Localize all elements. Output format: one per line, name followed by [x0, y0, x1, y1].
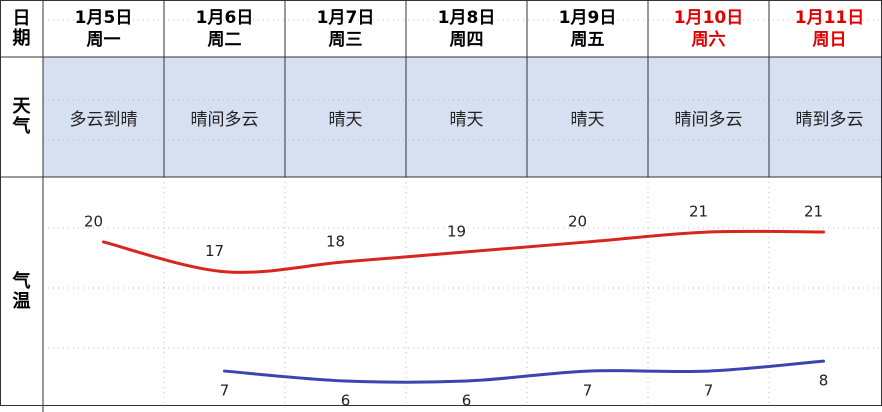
date: 1月9日 — [558, 7, 617, 28]
weather: 晴间多云 — [190, 109, 259, 130]
weather-cell: 晴天 — [285, 57, 406, 177]
weather: 多云到晴 — [69, 109, 138, 130]
day-cell: 1月5日 周一 — [43, 0, 164, 57]
weather-label: 天气 — [12, 96, 31, 137]
weekday: 周一 — [86, 29, 121, 50]
header-label: 日期 — [12, 7, 31, 49]
weather-band — [43, 57, 882, 177]
data-label: 7 — [704, 382, 714, 400]
data-label: 20 — [568, 212, 587, 230]
temp-label: 气温 — [12, 271, 31, 312]
weekday: 周三 — [328, 29, 363, 50]
label-cell: 天气 — [0, 57, 43, 177]
day-cell: 1月7日 周三 — [285, 0, 406, 57]
weather-cell: 晴间多云 — [164, 57, 285, 177]
data-label: 17 — [205, 242, 224, 260]
temp-line — [102, 229, 825, 274]
day-cell: 1月9日 周五 — [527, 0, 648, 57]
weather-cell: 晴间多云 — [648, 57, 769, 177]
weather: 晴到多云 — [795, 109, 864, 130]
weekday: 周日 — [812, 29, 847, 50]
day-cell: 1月6日 周二 — [164, 0, 285, 57]
data-label: 19 — [447, 222, 466, 240]
date: 1月8日 — [437, 7, 496, 28]
weekday: 周六 — [691, 29, 726, 50]
data-label: 6 — [462, 392, 472, 410]
day-cell: 1月11日 周日 — [769, 0, 882, 57]
weather: 晴天 — [449, 109, 484, 130]
date: 1月11日 — [794, 7, 865, 28]
data-label: 18 — [326, 232, 345, 250]
data-label: 6 — [341, 392, 351, 410]
header-cell: 日期 — [0, 0, 43, 57]
temp-line — [223, 359, 825, 384]
weather-cell: 晴天 — [406, 57, 527, 177]
label-cell: 气温 — [0, 177, 43, 407]
weekday: 周五 — [570, 29, 605, 50]
weather: 晴间多云 — [674, 109, 743, 130]
date: 1月7日 — [316, 7, 375, 28]
day-cell: 1月10日 周六 — [648, 0, 769, 57]
date: 1月5日 — [74, 7, 133, 28]
weekday: 周二 — [207, 29, 242, 50]
weather: 晴天 — [328, 109, 363, 130]
weather-cell: 多云到晴 — [43, 57, 164, 177]
data-label: 21 — [689, 203, 708, 221]
data-label: 20 — [84, 212, 103, 230]
data-label: 7 — [220, 382, 230, 400]
data-label: 8 — [819, 372, 829, 390]
date: 1月6日 — [195, 7, 254, 28]
date: 1月10日 — [673, 7, 744, 28]
weather-cell: 晴到多云 — [769, 57, 882, 177]
weather: 晴天 — [570, 109, 605, 130]
weekday: 周四 — [449, 29, 484, 50]
data-label: 21 — [804, 203, 823, 221]
weather-cell: 晴天 — [527, 57, 648, 177]
day-cell: 1月8日 周四 — [406, 0, 527, 57]
data-label: 7 — [583, 382, 593, 400]
